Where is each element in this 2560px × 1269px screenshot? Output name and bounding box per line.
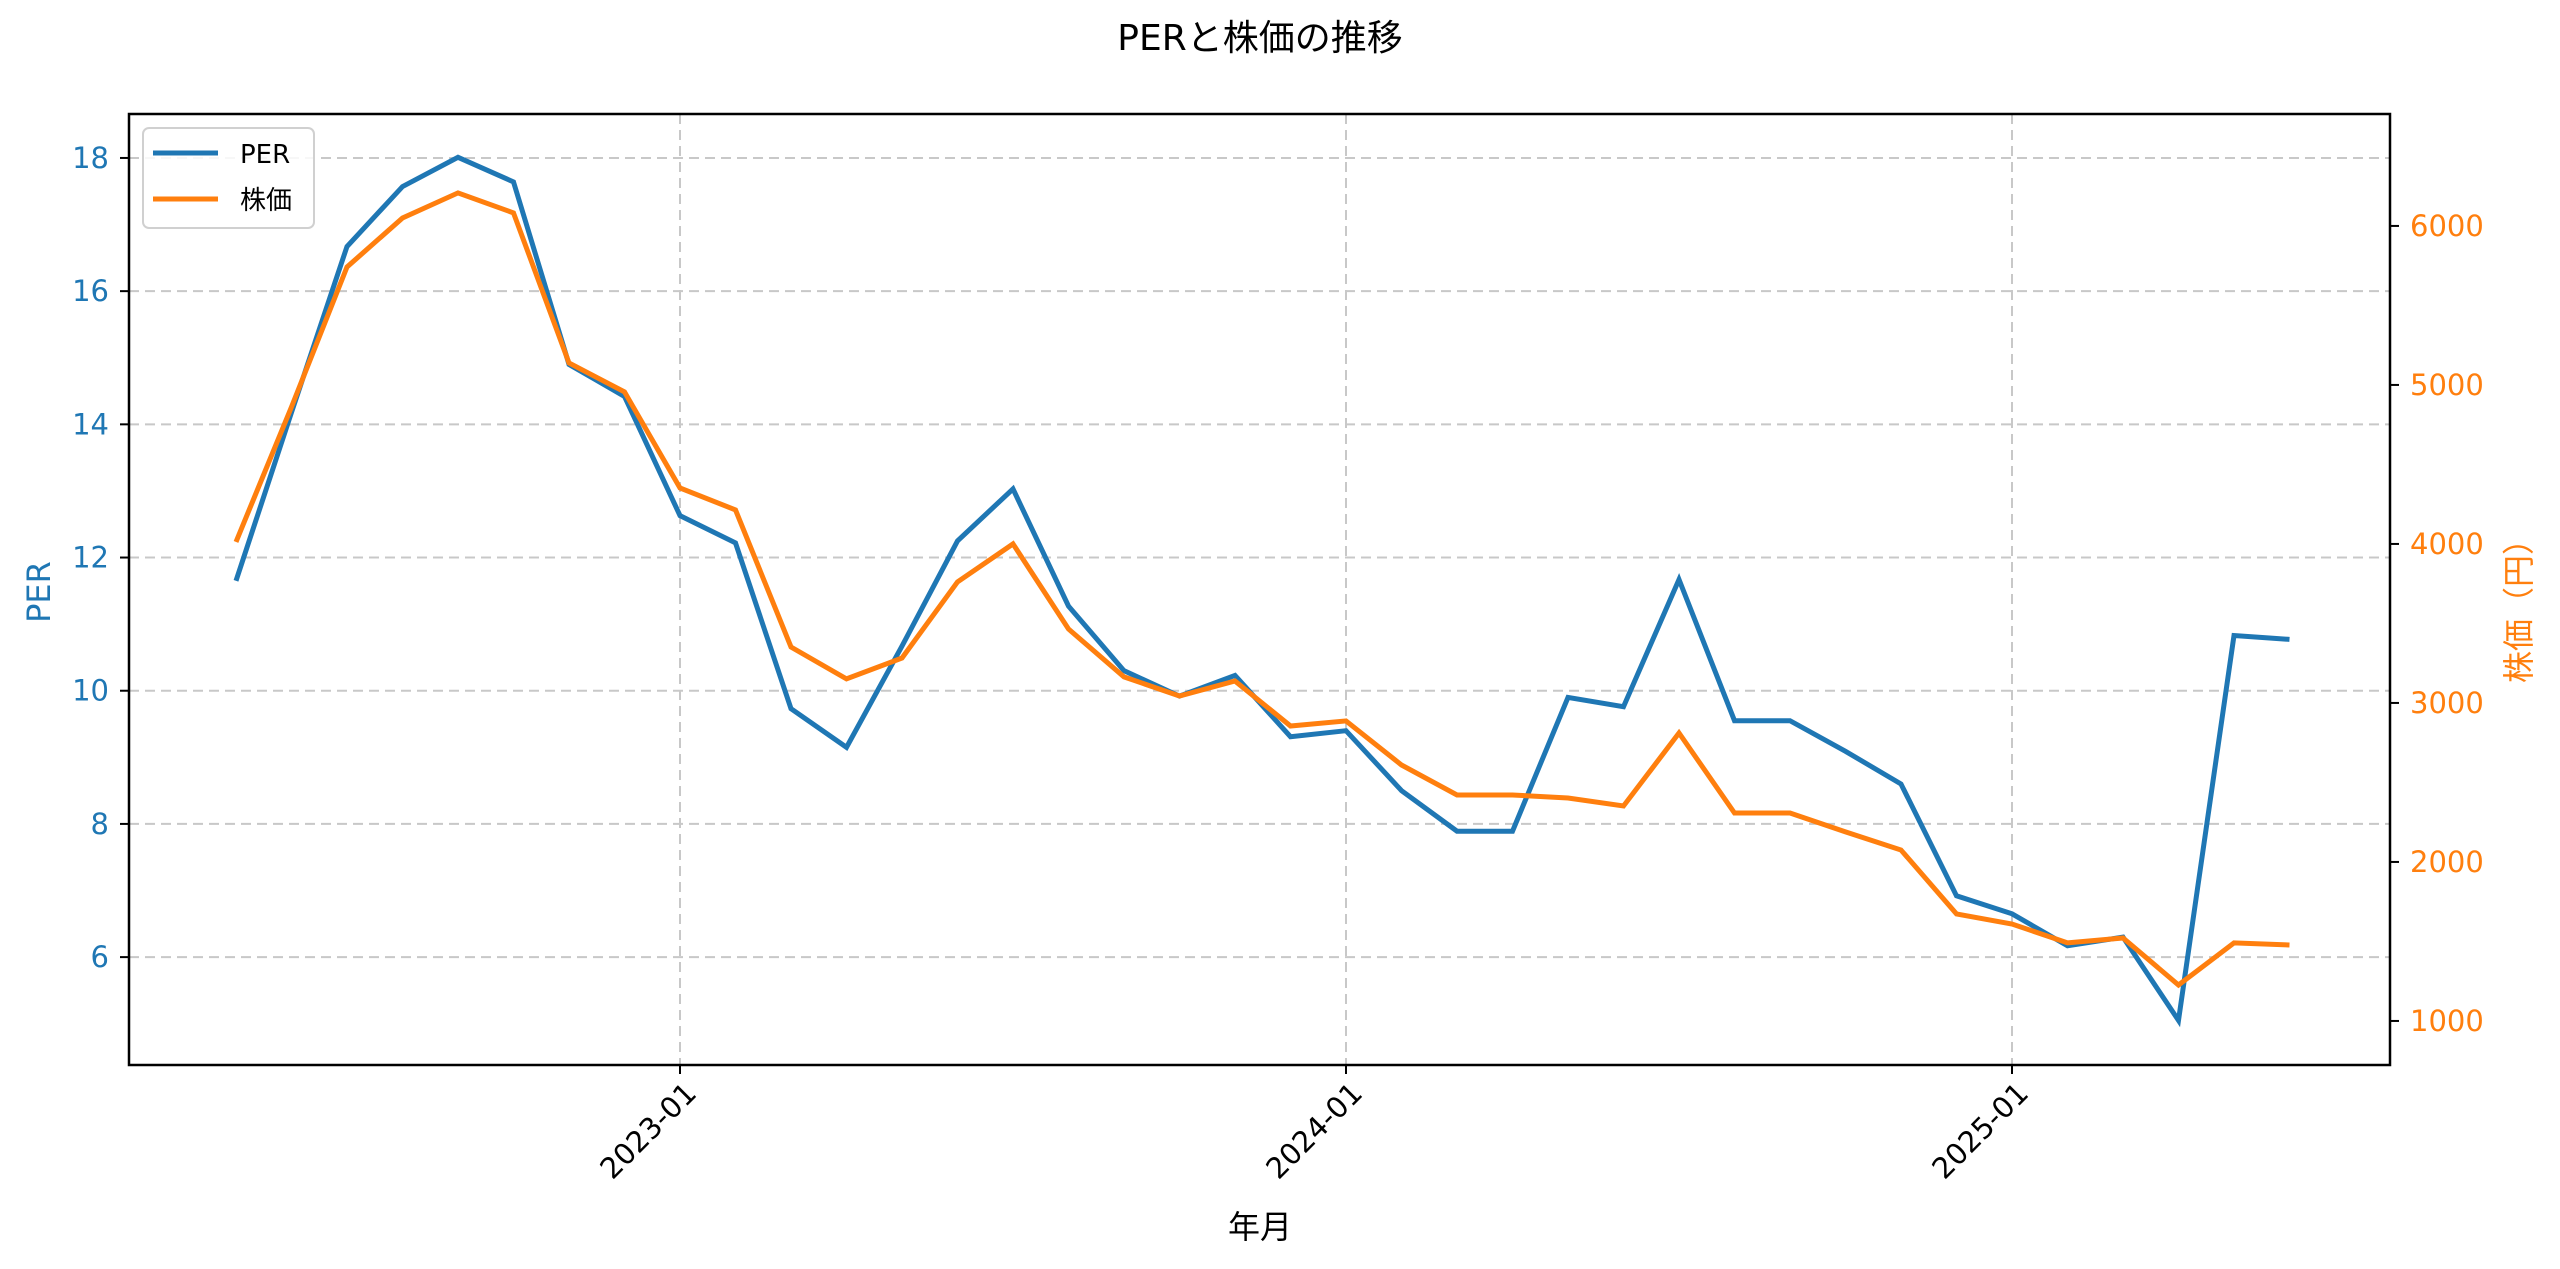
left-tick-label: 12 bbox=[72, 541, 109, 575]
x-axis-label: 年月 bbox=[1228, 1208, 1292, 1246]
left-tick-label: 18 bbox=[72, 141, 109, 175]
left-y-axis-label: PER bbox=[20, 561, 58, 623]
grid-lines bbox=[129, 114, 2390, 1065]
left-tick-label: 8 bbox=[91, 807, 109, 841]
right-tick-label: 5000 bbox=[2410, 368, 2484, 402]
price-line bbox=[233, 190, 2290, 989]
legend-per-label: PER bbox=[240, 140, 290, 170]
right-y-axis-label: 株価（円） bbox=[2500, 523, 2538, 683]
left-tick-label: 14 bbox=[72, 407, 109, 441]
right-tick-label: 1000 bbox=[2410, 1004, 2484, 1038]
right-tick-label: 2000 bbox=[2410, 845, 2484, 879]
plot-lines bbox=[233, 154, 2290, 1028]
left-tick-label: 6 bbox=[91, 940, 109, 974]
chart-title: PERと株価の推移 bbox=[1117, 18, 1402, 59]
left-tick-label: 10 bbox=[72, 674, 109, 708]
left-tick-label: 16 bbox=[72, 274, 109, 308]
right-tick-label: 3000 bbox=[2410, 686, 2484, 720]
legend-price-label: 株価 bbox=[240, 186, 292, 216]
right-tick-label: 4000 bbox=[2410, 527, 2484, 561]
left-y-axis-ticks: 6 8 10 12 14 16 18 bbox=[72, 141, 129, 974]
axes-frame bbox=[127, 112, 2392, 1067]
right-tick-label: 6000 bbox=[2410, 209, 2484, 243]
legend: PER 株価 bbox=[142, 127, 315, 229]
right-y-axis-ticks: 1000 2000 3000 4000 5000 6000 bbox=[2390, 209, 2484, 1038]
